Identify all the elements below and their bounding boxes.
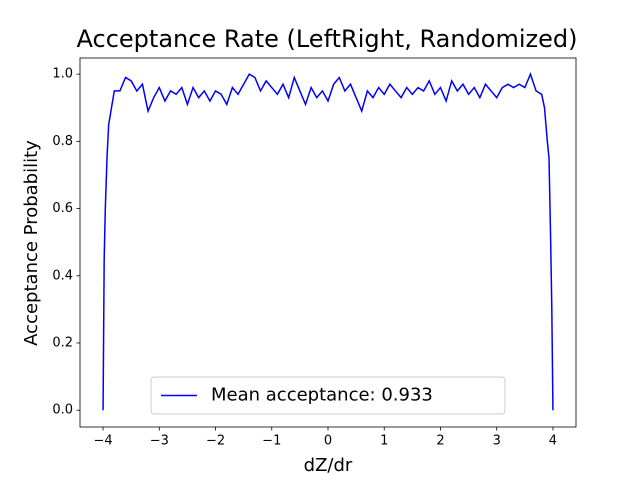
- data-line: [102, 71, 554, 411]
- y-tick-label: 1.0: [52, 67, 73, 82]
- x-tick-label: −2: [206, 434, 225, 449]
- x-tick-label: −4: [93, 434, 112, 449]
- x-tick-label: 1: [380, 434, 388, 449]
- legend-box: [150, 376, 506, 415]
- legend-label: Mean acceptance: 0.933: [211, 385, 433, 406]
- y-axis-label: Acceptance Probability: [21, 140, 42, 346]
- x-tick-label: 3: [493, 434, 501, 449]
- y-tick-label: 0.2: [52, 335, 73, 350]
- x-tick-label: 0: [324, 434, 332, 449]
- chart-title: Acceptance Rate (LeftRight, Randomized): [77, 25, 578, 53]
- y-tick-label: 0.4: [52, 268, 73, 283]
- y-tick-label: 0.6: [52, 201, 73, 216]
- y-tick-label: 0.8: [52, 134, 73, 149]
- x-tick-label: −3: [150, 434, 169, 449]
- x-tick-label: 4: [549, 434, 557, 449]
- y-tick-label: 0.0: [52, 403, 73, 418]
- x-axis-label: dZ/dr: [304, 455, 353, 476]
- x-tick-label: −1: [262, 434, 281, 449]
- x-tick-label: 2: [436, 434, 444, 449]
- plot-frame: [79, 57, 577, 428]
